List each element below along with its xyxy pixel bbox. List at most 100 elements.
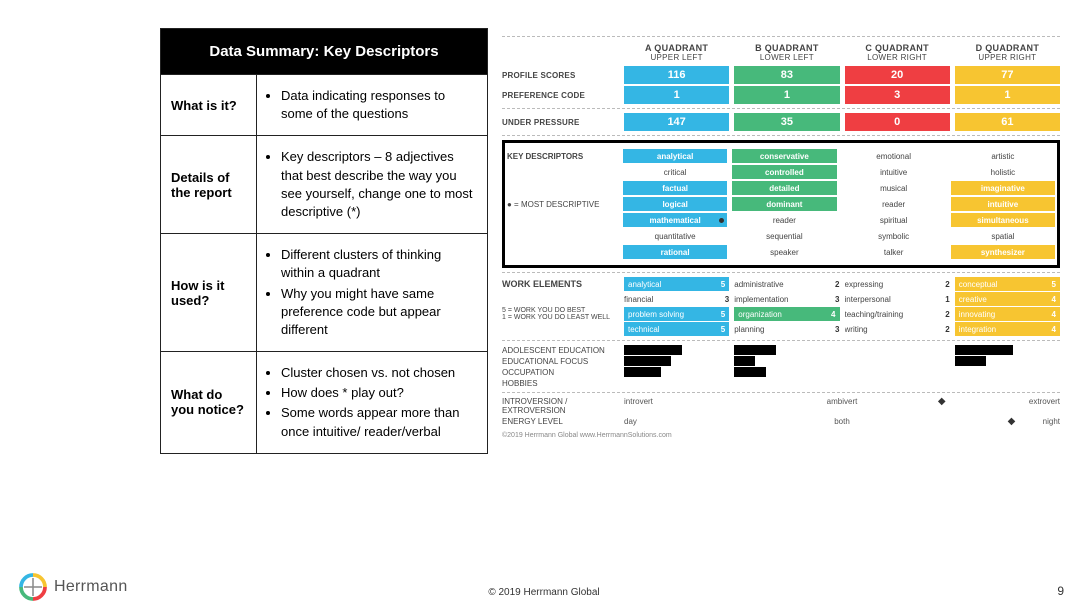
descriptor-cell: spatial (951, 229, 1055, 243)
descriptor-cell: sequential (732, 229, 836, 243)
bar-cell (845, 345, 950, 355)
preference-code-label: PREFERENCE CODE (502, 91, 624, 100)
descriptor-cell: artistic (951, 149, 1055, 163)
descriptor-cell: analytical (623, 149, 727, 163)
bar-cell (624, 378, 729, 388)
bar-cell (845, 356, 950, 366)
under-pressure-pill: 0 (845, 113, 950, 131)
descriptor-cell: logical (623, 197, 727, 211)
work-element-cell: organization4 (734, 307, 839, 321)
descriptor-cell: emotional (842, 149, 946, 163)
desc-row-content: Key descriptors – 8 adjectives that best… (257, 136, 487, 233)
scale-marker: ◆ (1008, 416, 1016, 427)
score-pill: 83 (734, 66, 839, 84)
desc-bullet: Why you might have same preference code … (281, 285, 477, 340)
most-descriptive-label: ● = MOST DESCRIPTIVE (507, 200, 623, 209)
score-pill: 1 (734, 86, 839, 104)
bar-cell (845, 378, 950, 388)
desc-row-label: Details of the report (161, 136, 257, 233)
work-element-cell: conceptual5 (955, 277, 1060, 291)
work-element-cell: creative4 (955, 292, 1060, 306)
descriptor-cell: factual (623, 181, 727, 195)
bar-cell (845, 367, 950, 377)
work-element-cell: expressing2 (845, 277, 950, 291)
descriptor-cell: dominant (732, 197, 836, 211)
score-pill: 116 (624, 66, 729, 84)
descriptor-cell: holistic (951, 165, 1055, 179)
bar-cell (955, 378, 1060, 388)
desc-row-content: Cluster chosen vs. not chosenHow does * … (257, 352, 487, 453)
descriptor-cell: critical (623, 165, 727, 179)
descriptor-cell: spiritual (842, 213, 946, 227)
desc-bullet: Data indicating responses to some of the… (281, 87, 477, 123)
score-pill: 77 (955, 66, 1060, 84)
work-element-cell: implementation3 (734, 292, 839, 306)
desc-row-label: How is it used? (161, 234, 257, 351)
data-summary-panel: A QUADRANTUPPER LEFTB QUADRANTLOWER LEFT… (502, 32, 1060, 439)
brand-name: Herrmann (54, 578, 128, 596)
desc-bullet: Key descriptors – 8 adjectives that best… (281, 148, 477, 221)
descriptor-cell: talker (842, 245, 946, 259)
bar-cell (734, 356, 839, 366)
key-descriptors-box: KEY DESCRIPTORS analytical conservative em… (502, 140, 1060, 268)
under-pressure-pill: 35 (734, 113, 839, 131)
bar-cell (734, 378, 839, 388)
descriptor-cell: detailed (732, 181, 836, 195)
under-pressure-pill: 147 (624, 113, 729, 131)
work-element-cell: writing2 (845, 322, 950, 336)
descriptor-cell: rational (623, 245, 727, 259)
desc-bullet: Cluster chosen vs. not chosen (281, 364, 477, 382)
descriptor-cell: musical (842, 181, 946, 195)
work-elements-label: WORK ELEMENTS (502, 279, 624, 289)
bar-cell (734, 367, 839, 377)
descriptor-cell: synthesizer (951, 245, 1055, 259)
quadrant-header: D QUADRANTUPPER RIGHT (955, 41, 1060, 62)
bottom-row-label: HOBBIES (502, 379, 624, 388)
scale-label: ENERGY LEVEL (502, 417, 624, 429)
quadrant-header: A QUADRANTUPPER LEFT (624, 41, 729, 62)
scale-marker: ◆ (938, 396, 946, 407)
desc-row: Details of the report Key descriptors – 8… (161, 135, 487, 233)
description-title: Data Summary: Key Descriptors (161, 29, 487, 74)
desc-row-content: Data indicating responses to some of the… (257, 75, 487, 135)
copyright: © 2019 Herrmann Global (488, 587, 599, 598)
desc-row: What do you notice?Cluster chosen vs. no… (161, 351, 487, 453)
under-pressure-label: UNDER PRESSURE (502, 118, 624, 127)
descriptor-cell: controlled (732, 165, 836, 179)
work-element-cell: innovating4 (955, 307, 1060, 321)
descriptor-cell: mathematical (623, 213, 727, 227)
work-element-cell: planning3 (734, 322, 839, 336)
most-descriptive-dot (719, 218, 724, 223)
scale-label: INTROVERSION / EXTROVERSION (502, 397, 624, 415)
score-pill: 3 (845, 86, 950, 104)
descriptor-cell: simultaneous (951, 213, 1055, 227)
work-element-cell: problem solving5 (624, 307, 729, 321)
quadrant-header: B QUADRANTLOWER LEFT (734, 41, 839, 62)
work-element-cell: teaching/training2 (845, 307, 950, 321)
work-element-cell: technical5 (624, 322, 729, 336)
descriptor-cell: quantitative (623, 229, 727, 243)
work-elements-note: 5 = WORK YOU DO BEST 1 = WORK YOU DO LEA… (502, 307, 624, 321)
descriptor-cell: reader (732, 213, 836, 227)
desc-row-content: Different clusters of thinking within a … (257, 234, 487, 351)
bar-cell (955, 367, 1060, 377)
brand-logo: Herrmann (18, 572, 128, 602)
key-descriptors-label: KEY DESCRIPTORS (507, 152, 623, 161)
descriptor-cell: reader (842, 197, 946, 211)
work-element-cell: administrative2 (734, 277, 839, 291)
bar-cell (734, 345, 839, 355)
page-number: 9 (1057, 584, 1064, 598)
work-element-cell: integration4 (955, 322, 1060, 336)
quadrant-header: C QUADRANTLOWER RIGHT (845, 41, 950, 62)
desc-row-label: What is it? (161, 75, 257, 135)
work-element-cell: analytical5 (624, 277, 729, 291)
bar-cell (624, 367, 729, 377)
herrmann-icon (18, 572, 48, 602)
descriptor-cell: symbolic (842, 229, 946, 243)
fineprint: ©2019 Herrmann Global www.HerrmannSoluti… (502, 432, 1060, 439)
bar-cell (624, 356, 729, 366)
descriptor-cell: intuitive (842, 165, 946, 179)
work-element-cell: financial3 (624, 292, 729, 306)
descriptor-cell: conservative (732, 149, 836, 163)
bottom-row-label: ADOLESCENT EDUCATION (502, 346, 624, 355)
